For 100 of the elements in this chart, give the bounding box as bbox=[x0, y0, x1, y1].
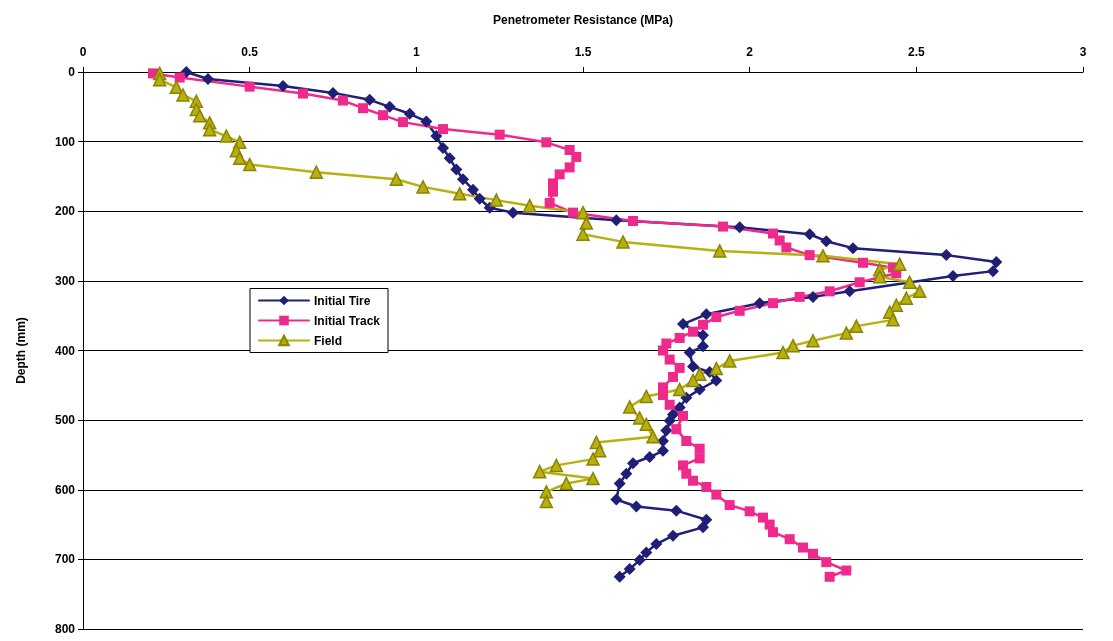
point bbox=[403, 107, 416, 120]
point bbox=[660, 424, 673, 437]
y-tick-label: 100 bbox=[54, 134, 76, 149]
point bbox=[640, 546, 653, 559]
point bbox=[697, 521, 709, 534]
point bbox=[450, 163, 463, 176]
y-tick-label: 500 bbox=[54, 413, 76, 428]
point bbox=[610, 214, 623, 227]
point bbox=[892, 257, 907, 271]
point bbox=[633, 554, 646, 567]
point bbox=[816, 249, 830, 263]
point bbox=[232, 151, 247, 166]
y-tick-label: 300 bbox=[54, 273, 76, 288]
point bbox=[610, 493, 623, 506]
point bbox=[169, 80, 184, 95]
x-tick-label: 3 bbox=[1079, 45, 1087, 59]
point bbox=[700, 308, 713, 321]
x-tick-label: 2 bbox=[746, 45, 754, 59]
point bbox=[672, 382, 687, 397]
point bbox=[650, 538, 663, 551]
x-tick-label: 0.5 bbox=[241, 45, 259, 59]
point bbox=[430, 130, 443, 143]
x-tick-label: 2.5 bbox=[907, 45, 925, 59]
point bbox=[683, 346, 696, 359]
point bbox=[522, 198, 537, 213]
point bbox=[549, 458, 564, 473]
point bbox=[363, 93, 376, 106]
point bbox=[579, 216, 594, 230]
point bbox=[532, 464, 547, 479]
point bbox=[670, 504, 683, 517]
point bbox=[712, 244, 727, 258]
point bbox=[592, 444, 607, 458]
point bbox=[539, 494, 554, 509]
point bbox=[613, 570, 626, 583]
point bbox=[753, 297, 766, 310]
point bbox=[639, 389, 654, 404]
point bbox=[692, 367, 707, 381]
point bbox=[697, 329, 709, 342]
point bbox=[693, 383, 706, 396]
point bbox=[389, 172, 404, 186]
point bbox=[886, 313, 900, 327]
point bbox=[709, 361, 724, 376]
y-tick-label: 400 bbox=[54, 343, 76, 358]
legend-label: Initial Track bbox=[314, 313, 381, 328]
point bbox=[576, 205, 590, 220]
point bbox=[849, 319, 864, 333]
point bbox=[839, 326, 854, 340]
point bbox=[677, 318, 689, 331]
x-tick-label: 1 bbox=[412, 45, 420, 59]
x-axis-title: Penetrometer Resistance (MPa) bbox=[492, 13, 674, 27]
point bbox=[639, 417, 654, 432]
point bbox=[786, 338, 800, 353]
point bbox=[443, 152, 456, 165]
point bbox=[940, 249, 953, 262]
point bbox=[697, 340, 709, 353]
point bbox=[457, 173, 469, 186]
point bbox=[309, 165, 324, 180]
legend-label: Field bbox=[314, 333, 343, 348]
point bbox=[586, 471, 600, 486]
y-tick-label: 200 bbox=[54, 204, 76, 219]
point bbox=[733, 221, 746, 234]
point bbox=[686, 373, 700, 388]
point bbox=[899, 291, 914, 306]
point bbox=[473, 192, 486, 205]
point bbox=[667, 529, 679, 542]
point bbox=[990, 256, 1003, 269]
y-tick-label: 800 bbox=[54, 622, 76, 636]
point bbox=[613, 477, 626, 490]
point bbox=[452, 187, 467, 201]
point bbox=[687, 360, 699, 373]
point bbox=[437, 141, 449, 154]
point bbox=[420, 115, 433, 128]
y-axis-title: Depth (mm) bbox=[14, 317, 28, 384]
point bbox=[623, 563, 636, 576]
point bbox=[806, 334, 820, 348]
point bbox=[416, 180, 430, 194]
y-tick-label: 0 bbox=[68, 65, 76, 79]
point bbox=[620, 467, 633, 480]
point bbox=[616, 235, 630, 249]
point bbox=[820, 235, 833, 248]
legend-label: Initial Tire bbox=[314, 293, 371, 308]
point bbox=[586, 452, 600, 466]
point bbox=[327, 86, 339, 99]
point bbox=[176, 88, 190, 102]
point bbox=[947, 270, 959, 282]
point bbox=[576, 227, 590, 241]
x-tick-label: 0 bbox=[79, 45, 87, 59]
point bbox=[987, 265, 999, 278]
point bbox=[700, 513, 713, 526]
point bbox=[902, 275, 917, 290]
point bbox=[632, 411, 647, 425]
point bbox=[277, 79, 289, 92]
point bbox=[559, 476, 574, 491]
point bbox=[847, 242, 859, 255]
point bbox=[202, 72, 214, 85]
point bbox=[872, 269, 887, 284]
y-tick-label: 600 bbox=[54, 482, 76, 497]
point bbox=[912, 284, 927, 299]
point bbox=[776, 345, 790, 360]
point bbox=[242, 157, 257, 172]
